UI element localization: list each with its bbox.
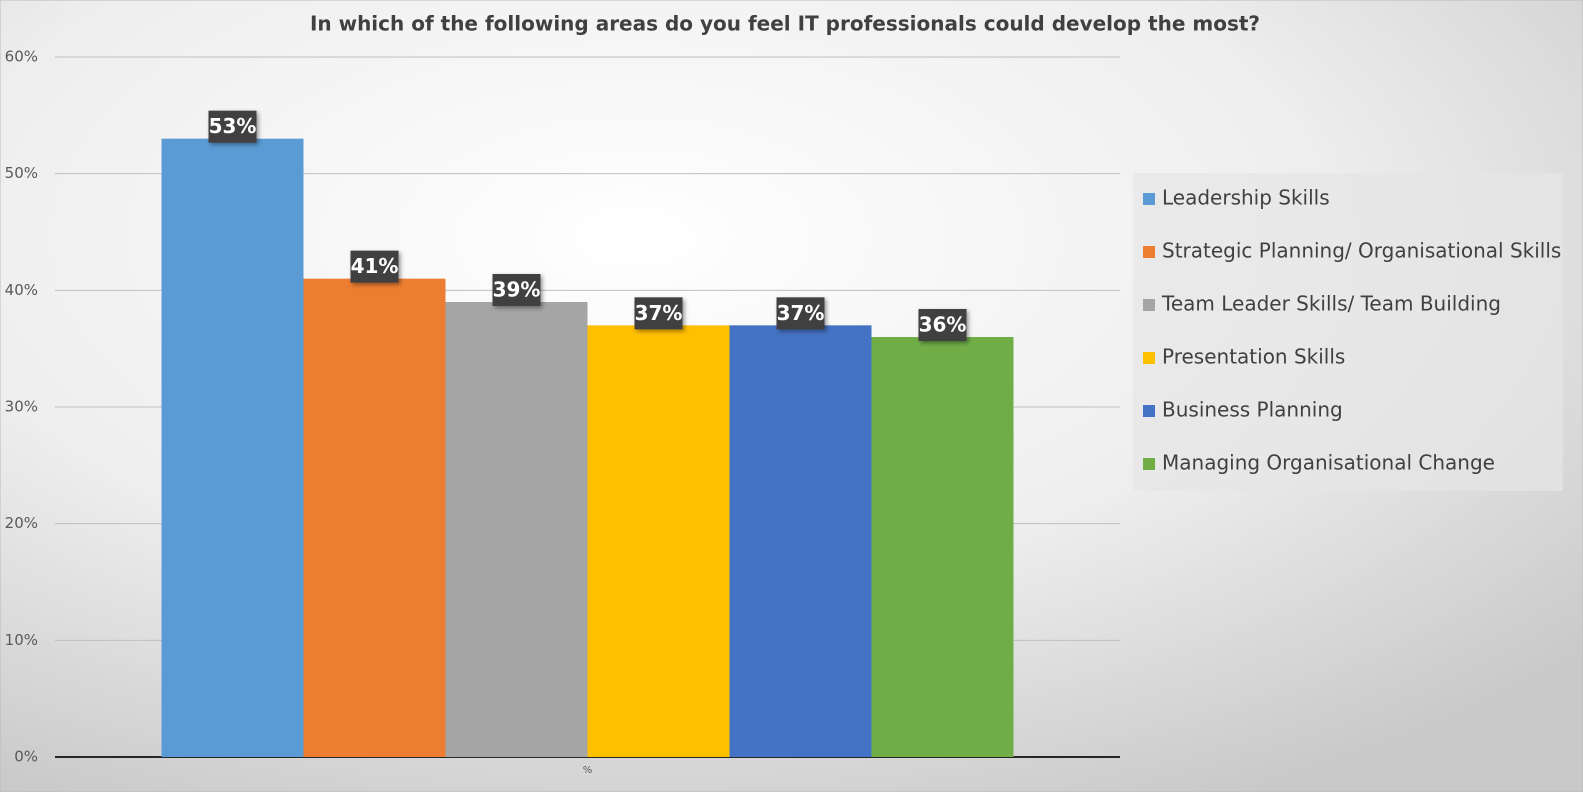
data-label-box [634,297,683,330]
data-label-box [492,274,541,306]
y-tick-label: 20% [5,514,38,532]
y-tick-label: 40% [5,281,38,299]
y-tick-label: 60% [5,48,38,66]
data-label-box [350,250,399,283]
legend-label: Managing Organisational Change [1162,451,1495,475]
data-label-box [918,309,967,341]
legend-swatch [1143,193,1155,205]
chart-title: In which of the following areas do you f… [310,12,1260,36]
legend-swatch [1143,405,1155,417]
legend-swatch [1143,458,1155,470]
y-tick-label: 10% [5,631,38,649]
bar [587,325,730,757]
data-label: 37% [635,301,683,325]
data-label: 39% [493,278,541,302]
legend-swatch [1143,299,1155,311]
bar [161,138,304,757]
bar [729,325,872,757]
legend-label: Strategic Planning/ Organisational Skill… [1162,239,1561,263]
legend-box [1133,173,1563,491]
legend-label: Leadership Skills [1162,186,1330,210]
y-tick-label: 30% [5,398,38,416]
y-tick-label: 50% [5,164,38,182]
x-tick-label: % [583,765,593,776]
legend-label: Team Leader Skills/ Team Building [1161,292,1501,316]
data-label-box [208,110,257,143]
bar [445,302,588,757]
legend-label: Business Planning [1162,398,1343,422]
data-label: 37% [777,301,825,325]
legend-swatch [1143,352,1155,364]
legend-label: Presentation Skills [1162,345,1345,369]
bar [871,337,1014,757]
data-label: 41% [351,254,399,278]
data-label: 53% [209,114,257,138]
data-label-box [776,297,825,330]
legend-swatch [1143,246,1155,258]
data-label: 36% [919,313,967,337]
bar [303,278,446,757]
y-tick-label: 0% [14,748,38,766]
